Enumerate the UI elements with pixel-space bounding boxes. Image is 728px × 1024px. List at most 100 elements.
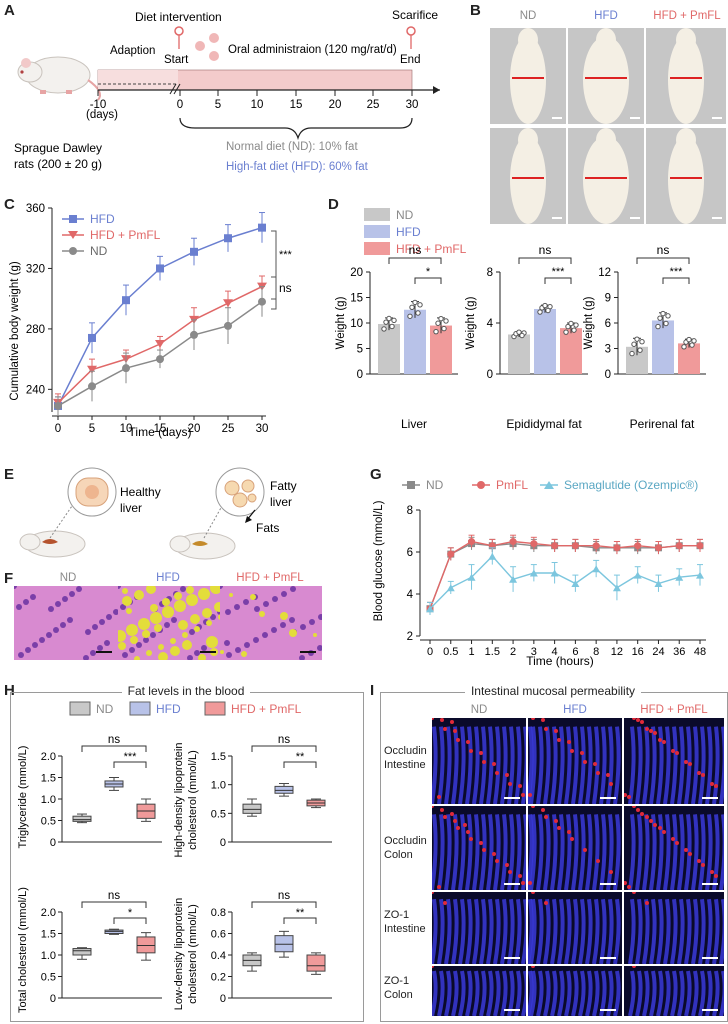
c-x-tick-label: 10 bbox=[120, 423, 133, 435]
fluorescence-image bbox=[432, 892, 526, 964]
i-col-nd: ND bbox=[470, 704, 488, 716]
i-row4-a: ZO-1 bbox=[384, 975, 410, 987]
h-sig-bracket-ns bbox=[81, 901, 147, 908]
rat-photo bbox=[490, 128, 566, 224]
d-dot bbox=[383, 319, 389, 325]
d-sig-bracket-ns bbox=[636, 257, 690, 264]
d-sig-bracket bbox=[662, 277, 690, 284]
rat-photo bbox=[646, 28, 726, 124]
h-title: Fat levels in the blood bbox=[10, 684, 362, 698]
d-ylabel: Weight (g) bbox=[335, 296, 347, 349]
i-row3-b: Intestine bbox=[384, 923, 426, 935]
fatty-cell-icon bbox=[215, 467, 265, 517]
g-point bbox=[592, 565, 601, 573]
d-bar bbox=[560, 328, 582, 374]
d-dot bbox=[565, 323, 571, 330]
g-x-tick-label: 12 bbox=[611, 646, 623, 658]
normal-diet-label: Normal diet (ND): 10% fat bbox=[226, 141, 358, 153]
d-sig-bracket bbox=[544, 277, 572, 284]
rat-body-icon bbox=[568, 128, 644, 224]
panel-h-letter: H bbox=[4, 682, 15, 699]
fatty-label: Fatty bbox=[270, 479, 297, 493]
end-pin-icon bbox=[406, 26, 416, 49]
c-point bbox=[190, 330, 198, 339]
h-y-tick-label: 1.5 bbox=[211, 751, 226, 763]
g-x-tick-label: 1.5 bbox=[485, 646, 500, 658]
h-legend-hfd: HFD bbox=[156, 702, 181, 716]
h-legend-nd: ND bbox=[96, 702, 114, 716]
fatty-rat-icon bbox=[169, 532, 236, 560]
c-x-tick-label: 15 bbox=[154, 423, 167, 435]
g-point bbox=[509, 538, 517, 545]
c-y-tick-label: 360 bbox=[26, 203, 45, 215]
h-y-tick-label: 0 bbox=[220, 837, 226, 849]
h-sig-ns: ns bbox=[278, 734, 290, 746]
g-point bbox=[613, 544, 621, 552]
g-x-tick-label: 3 bbox=[531, 646, 537, 658]
c-x-tick-label: 30 bbox=[256, 423, 269, 435]
h-y-tick-label: 0.4 bbox=[211, 950, 226, 962]
rat-body-icon bbox=[490, 128, 566, 224]
d-dot bbox=[417, 302, 423, 308]
c-x-tick-label: 25 bbox=[222, 423, 235, 435]
g-point bbox=[633, 571, 642, 579]
a-tick-label: 15 bbox=[290, 99, 303, 111]
d-dot bbox=[537, 309, 543, 315]
h-box bbox=[274, 785, 294, 794]
g-x-tick-label: 48 bbox=[694, 646, 706, 658]
d-subplot-title: Perirenal fat bbox=[630, 417, 695, 431]
d-dot bbox=[545, 307, 551, 314]
c-point bbox=[122, 364, 130, 373]
c-sig-ns: ns bbox=[279, 281, 292, 295]
d-bar bbox=[378, 324, 400, 374]
d-legend-pmfl: HFD + PmFL bbox=[396, 242, 467, 256]
d-y-tick-label: 6 bbox=[605, 318, 611, 330]
h-ylabel-tg: Triglyceride (mmol/L) bbox=[17, 746, 29, 849]
d-dot bbox=[629, 350, 635, 357]
c-point bbox=[155, 340, 165, 348]
c-point bbox=[88, 333, 96, 342]
i-row-label-2: Occludin Colon bbox=[384, 834, 430, 862]
d-sig-ns: ns bbox=[409, 243, 422, 257]
h-y-tick-label: 2.0 bbox=[41, 907, 56, 919]
d-y-tick-label: 9 bbox=[605, 293, 611, 305]
g-point bbox=[468, 538, 476, 545]
start-label: Start bbox=[164, 54, 189, 66]
d-dot bbox=[435, 320, 441, 326]
h-legend-pmfl: HFD + PmFL bbox=[231, 702, 302, 716]
d-legend-nd: ND bbox=[396, 208, 414, 222]
d-dot bbox=[443, 318, 449, 324]
g-y-tick-label: 6 bbox=[407, 547, 413, 559]
c-xlabel: Time (days) bbox=[129, 425, 192, 439]
d-y-tick-label: 3 bbox=[605, 344, 611, 356]
fluorescence-image bbox=[432, 806, 526, 890]
g-point bbox=[612, 584, 621, 592]
fluorescence-texture bbox=[432, 892, 526, 964]
panel-g-letter: G bbox=[370, 466, 382, 483]
i-row1-b: Intestine bbox=[384, 759, 426, 771]
days-label: (days) bbox=[86, 109, 118, 121]
g-x-tick-label: 4 bbox=[552, 646, 558, 658]
i-row-label-1: Occludin Intestine bbox=[384, 744, 430, 772]
h-box bbox=[274, 935, 294, 953]
panel-d-letter: D bbox=[328, 196, 339, 213]
d-sig-stars: * bbox=[426, 266, 431, 278]
g-point bbox=[634, 542, 642, 550]
g-point bbox=[509, 575, 518, 583]
h-y-tick-label: 1.5 bbox=[41, 773, 56, 785]
fatty-liver-label: liver bbox=[270, 495, 292, 509]
h-box bbox=[242, 803, 262, 814]
h-sig-bracket bbox=[113, 917, 147, 924]
panel-g-blood-glucose-chart: Blood glucose (mmol/L) Time (hours) ND P… bbox=[373, 478, 706, 668]
c-series-line bbox=[57, 226, 263, 407]
c-point bbox=[258, 297, 266, 306]
fats-label: Fats bbox=[256, 521, 279, 535]
c-legend-hfd: HFD bbox=[90, 212, 115, 226]
fluorescence-texture bbox=[624, 718, 724, 804]
h-y-tick-label: 0 bbox=[50, 993, 56, 1005]
h-sig-bracket bbox=[113, 761, 147, 768]
c-point bbox=[224, 234, 232, 243]
h-y-tick-label: 1.0 bbox=[41, 950, 56, 962]
d-dot bbox=[665, 313, 671, 319]
histology-texture bbox=[220, 586, 322, 660]
